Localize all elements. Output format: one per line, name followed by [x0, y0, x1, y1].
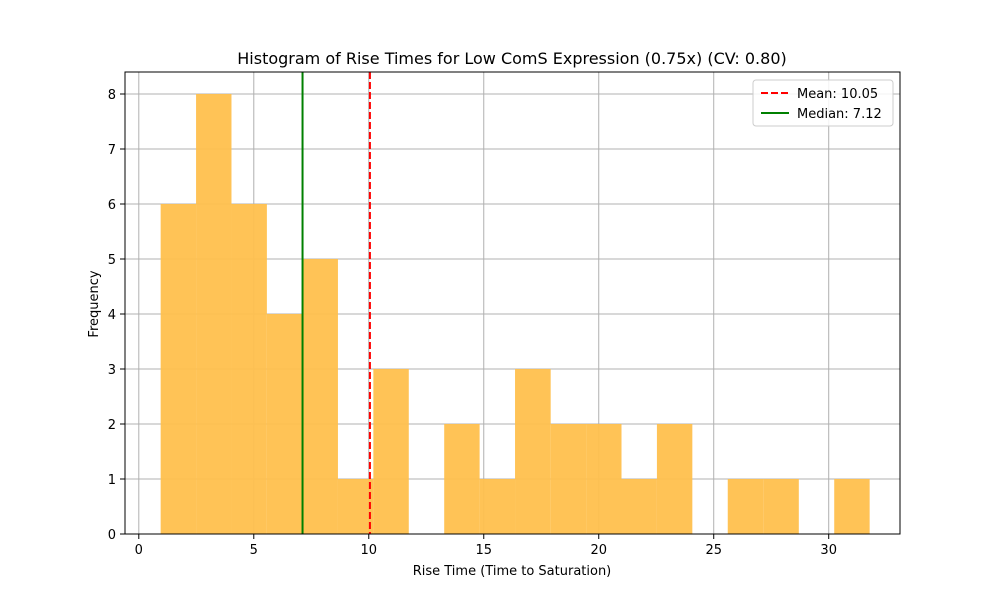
histogram-bars	[160, 94, 870, 534]
histogram-bar	[231, 204, 267, 534]
histogram-bar	[160, 204, 197, 534]
x-tick-label: 5	[250, 543, 258, 558]
y-tick-label: 4	[108, 308, 116, 323]
histogram-bar	[479, 479, 516, 534]
chart-title: Histogram of Rise Times for Low ComS Exp…	[237, 49, 786, 68]
legend-label: Mean: 10.05	[797, 87, 878, 102]
y-tick-label: 3	[108, 363, 116, 378]
y-tick-label: 6	[108, 198, 116, 213]
x-tick-label: 10	[360, 543, 377, 558]
histogram-bar	[196, 94, 232, 534]
axis-ticks: 0 5 10 15 20 25 30 0 1 2 3 4 5 6 7 8	[108, 88, 837, 558]
y-tick-label: 5	[108, 253, 116, 268]
x-tick-label: 30	[820, 543, 837, 558]
y-axis-label: Frequency	[87, 270, 102, 337]
x-tick-label: 0	[135, 543, 143, 558]
x-tick-label: 15	[475, 543, 492, 558]
histogram-bar	[337, 479, 374, 534]
x-tick-label: 20	[590, 543, 607, 558]
histogram-bar	[515, 369, 551, 534]
legend-box	[752, 79, 894, 127]
y-tick-label: 2	[108, 418, 116, 433]
histogram-bar	[444, 424, 480, 534]
histogram-bar	[550, 424, 587, 534]
legend: Mean: 10.05 Median: 7.12	[752, 79, 894, 127]
reference-lines	[301, 72, 371, 534]
histogram-bar	[763, 479, 799, 534]
legend-label: Median: 7.12	[797, 107, 882, 122]
histogram-bar	[727, 479, 764, 534]
x-tick-label: 25	[705, 543, 722, 558]
y-tick-label: 8	[108, 88, 116, 103]
histogram-bar	[266, 314, 303, 534]
y-tick-label: 1	[108, 473, 116, 488]
histogram-bar	[586, 424, 622, 534]
histogram-bar	[302, 259, 338, 534]
histogram-bar	[621, 479, 657, 534]
histogram-bar	[656, 424, 693, 534]
histogram-bar	[834, 479, 870, 534]
y-tick-label: 7	[108, 143, 116, 158]
y-tick-label: 0	[108, 528, 116, 543]
histogram-bar	[373, 369, 409, 534]
x-axis-label: Rise Time (Time to Saturation)	[413, 564, 612, 579]
plot-area-frame	[124, 71, 901, 535]
